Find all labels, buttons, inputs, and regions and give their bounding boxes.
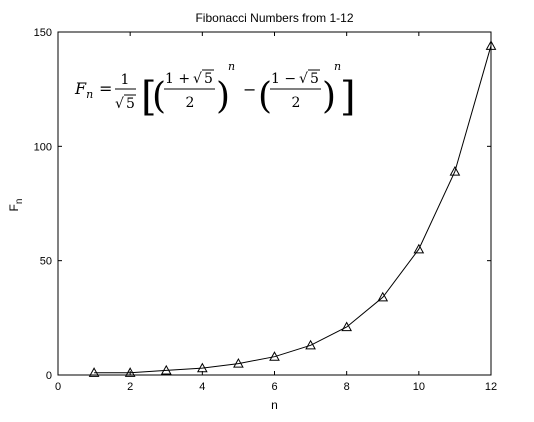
y-tick-label: 150 [34,27,52,39]
formula-equals: = [99,79,112,98]
x-tick-label: 10 [413,381,425,393]
data-markers [88,40,497,377]
formula-right-paren-1: ) [216,76,230,117]
triangle-marker [305,339,316,350]
y-axis-label-main: F [7,204,21,211]
x-tick-label: 4 [199,381,205,393]
triangle-marker [485,40,497,50]
formula-sqrt-symbol-2: √ [193,71,202,87]
svg-text:Fn: Fn [7,199,25,212]
y-tick-label: 100 [34,141,52,153]
y-tick-label: 50 [40,256,52,268]
x-tick-label: 2 [127,381,133,393]
formula-sqrt-symbol-3: √ [299,71,308,87]
triangle-marker [124,367,136,377]
triangle-marker [196,362,208,373]
svg-text:Fn: Fn [74,79,93,101]
x-tick-label: 12 [485,381,497,393]
formula-minus: − [243,80,256,99]
series-line [94,45,492,374]
x-axis-ticks: 0 2 4 6 8 10 12 [55,32,497,393]
triangle-marker [160,364,172,375]
x-tick-label: 0 [55,381,61,393]
formula-five-3: 5 [310,71,319,87]
formula-annotation: Fn = 1 √ 5 [ ( 1 + √ 5 2 ) n − ( 1 [74,60,356,120]
formula-one: 1 [121,72,130,88]
triangle-marker [88,367,100,377]
triangle-marker [269,351,280,361]
formula-plus-expr: 1 + [165,71,190,87]
y-axis-label: Fn [7,199,25,212]
formula-two-2: 2 [292,95,301,111]
triangle-marker [413,243,425,254]
formula-two-1: 2 [186,95,195,111]
formula-sqrt-symbol-1: √ [115,96,124,112]
formula-right-bracket: ] [340,74,356,120]
triangle-marker [233,358,244,368]
triangle-marker [377,291,389,302]
formula-left-paren-2: ( [258,76,272,117]
formula-exponent-2: n [334,60,341,73]
y-tick-label: 0 [46,370,52,382]
x-tick-label: 6 [271,381,277,393]
y-axis-ticks: 0 50 100 150 [34,27,491,382]
formula-lhs-var: F [74,79,87,98]
x-axis-label: n [271,398,278,412]
formula-right-paren-2: ) [322,76,336,117]
formula-five-2: 5 [204,71,213,87]
y-axis-label-subscript: n [14,199,25,205]
formula-exponent-1: n [228,60,235,73]
formula-minus-expr: 1 − [271,71,296,87]
triangle-marker [449,165,461,176]
triangle-marker [341,321,353,332]
chart-title: Fibonacci Numbers from 1-12 [195,11,353,25]
x-tick-label: 8 [344,381,350,393]
formula-left-paren-1: ( [152,76,166,117]
formula-left-bracket: [ [141,74,157,120]
formula-five-1: 5 [126,96,135,112]
formula-lhs-sub: n [86,88,93,101]
